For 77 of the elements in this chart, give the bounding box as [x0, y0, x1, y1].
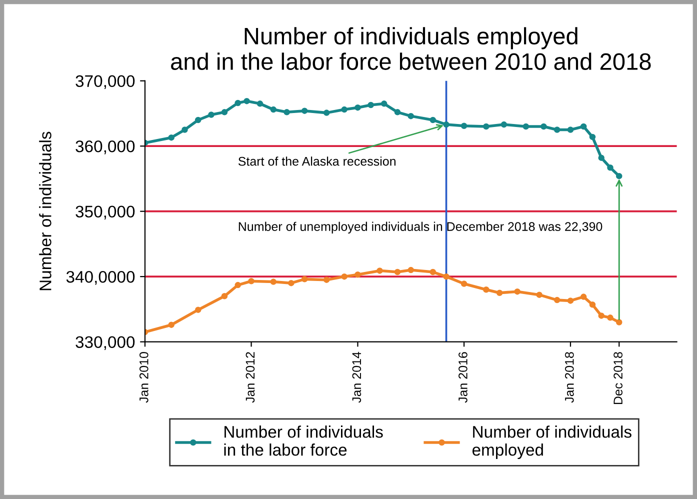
- point: [234, 282, 242, 288]
- point: [540, 123, 547, 130]
- point: [554, 296, 560, 304]
- point: [589, 134, 596, 140]
- y-axis-title: Number of individuals: [39, 132, 52, 290]
- point: [607, 164, 614, 171]
- point: [323, 110, 330, 116]
- annotation: Start of the Alaska recession: [238, 156, 396, 166]
- point: [168, 322, 174, 328]
- point: [430, 268, 436, 276]
- point: [607, 314, 614, 321]
- point: [182, 126, 188, 133]
- point: [270, 106, 277, 113]
- point: [408, 112, 414, 120]
- x-tick-label: Dec 2018: [614, 352, 622, 404]
- point: [221, 293, 228, 300]
- y-tick-label: 360,000: [76, 140, 135, 154]
- point: [554, 126, 560, 133]
- point: [567, 126, 574, 133]
- point: [248, 278, 254, 284]
- x-tick-label: Jan 2010: [139, 352, 148, 403]
- point: [460, 280, 468, 287]
- y-tick-label: 370,000: [76, 75, 135, 90]
- point: [616, 172, 622, 180]
- point: [483, 123, 490, 130]
- point: [368, 102, 374, 108]
- point: [341, 106, 348, 113]
- point: [195, 116, 202, 124]
- point: [460, 122, 468, 129]
- point: [514, 288, 520, 295]
- point: [195, 306, 202, 313]
- point: [168, 134, 174, 141]
- point: [443, 273, 450, 280]
- point: [598, 312, 604, 319]
- point: [354, 104, 361, 111]
- point: [589, 302, 596, 308]
- x-tick-label: Jan 2016: [458, 352, 468, 403]
- point: [394, 109, 401, 116]
- annotation: Number of unemployed individuals in December 2018 was 22,390: [238, 222, 602, 234]
- point: [567, 298, 574, 304]
- x-tick-label: Jan 2014: [352, 352, 362, 403]
- point: [244, 98, 250, 104]
- y-tick-label: 340,0000: [66, 270, 135, 285]
- point: [536, 292, 542, 298]
- point: [301, 276, 308, 282]
- point: [580, 123, 587, 130]
- point: [234, 100, 242, 106]
- y-tick-label: 330,000: [76, 336, 135, 350]
- point: [380, 100, 388, 107]
- point: [301, 108, 308, 114]
- point: [376, 268, 383, 274]
- point: [483, 286, 490, 293]
- point: [341, 273, 348, 280]
- point: [208, 112, 214, 118]
- legend-label: Number of individuals in the labor force: [224, 426, 383, 456]
- point: [430, 116, 436, 124]
- point: [354, 271, 361, 278]
- point: [598, 154, 604, 161]
- point: [443, 121, 450, 128]
- point: [580, 294, 587, 300]
- point: [408, 266, 414, 274]
- point: [500, 121, 508, 128]
- chart-title: Number of individuals employed and in the labor force between 2010 and 2018: [171, 27, 651, 70]
- point: [270, 278, 277, 285]
- y-tick-label: 350,000: [76, 206, 135, 220]
- point: [616, 319, 622, 326]
- point: [323, 276, 330, 283]
- point: [288, 280, 294, 286]
- legend-label: Number of individuals employed: [472, 426, 632, 460]
- point: [496, 290, 503, 296]
- point: [394, 268, 401, 276]
- point: [284, 109, 290, 116]
- x-tick-label: Jan 2018: [564, 352, 574, 403]
- point: [522, 123, 530, 130]
- point: [221, 109, 228, 116]
- point: [256, 100, 264, 107]
- x-tick-label: Jan 2012: [246, 352, 255, 403]
